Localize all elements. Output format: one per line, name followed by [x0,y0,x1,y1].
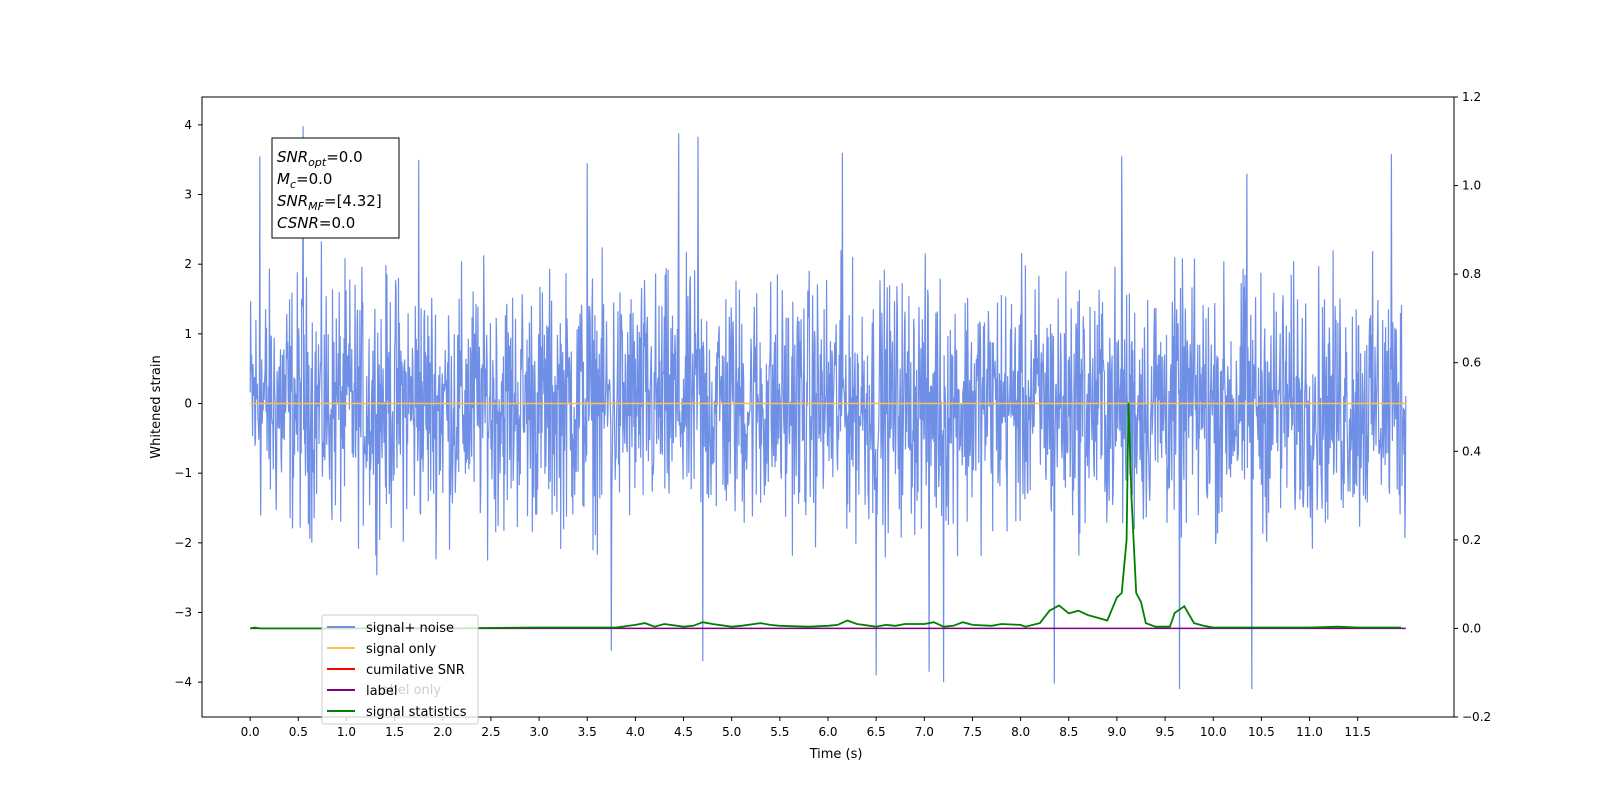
x-tick-label: 8.5 [1059,725,1078,739]
x-tick-label: 9.0 [1107,725,1126,739]
annotation-line: SNRopt=0.0 [277,148,363,169]
x-tick-label: 5.5 [770,725,789,739]
legend-frame [321,614,479,725]
y2-tick-label: −0.2 [1462,710,1491,724]
annotation-line: Mc=0.0 [277,170,332,191]
annotation-frame [271,137,400,239]
y-tick-label: 2 [184,257,192,271]
x-tick-label: 11.5 [1344,725,1371,739]
annotation-symbol: M [277,170,290,188]
x-tick-label: 3.0 [530,725,549,739]
legend-label: signal only [366,642,436,657]
y2-tick-label: 1.2 [1462,90,1481,104]
y-tick-label: 4 [184,118,192,132]
annotation-line: CSNR=0.0 [277,214,355,232]
y-axis-label: Whitened strain [149,355,164,458]
x-tick-label: 4.0 [626,725,645,739]
x-tick-label: 7.5 [963,725,982,739]
y-tick-label: 1 [184,327,192,341]
axis-ticks: 0.0 0.5 1.0 1.5 2.0 2.5 3.0 3.5 4.0 4.5 5.0 5.5 6.0 6… [174,90,1491,739]
legend-label: cumilative SNR [366,663,465,678]
signal-noise-series [249,126,1407,690]
y-tick-label: −2 [174,536,192,550]
legend-label: signal statistics [366,705,467,720]
y-tick-label: −4 [174,675,192,689]
signal-noise-line [249,126,1407,690]
annotation-line: SNRMF=[4.32] [277,192,382,213]
y-tick-label: 0 [184,397,192,411]
x-tick-label: 10.5 [1248,725,1275,739]
annotation-symbol: SNR [277,148,308,166]
x-tick-label: 2.5 [481,725,500,739]
y-tick-label: −3 [174,606,192,620]
x-tick-label: 0.0 [241,725,260,739]
annotation-symbol: SNR [277,192,308,210]
y2-tick-label: 0.2 [1462,533,1481,547]
x-tick-label: 1.0 [337,725,356,739]
y2-tick-label: 0.6 [1462,356,1481,370]
legend: label only signal+ noise signal only cumila… [321,614,479,725]
annotation-value: =0.0 [296,170,332,188]
x-tick-label: 4.5 [674,725,693,739]
x-tick-label: 8.0 [1011,725,1030,739]
y2-tick-label: 0.4 [1462,444,1481,458]
annotation-subscript: MF [308,200,324,213]
y2-tick-label: 0.8 [1462,267,1481,281]
y-tick-label: −1 [174,466,192,480]
annotation-value: =[4.32] [324,192,382,210]
x-tick-label: 7.0 [915,725,934,739]
x-axis-label: Time (s) [809,747,863,762]
signal-statistics-line [250,402,1401,630]
annotation-value: =0.0 [319,214,355,232]
y2-tick-label: 0.0 [1462,621,1481,635]
x-tick-label: 1.5 [385,725,404,739]
x-tick-label: 5.0 [722,725,741,739]
x-tick-label: 9.5 [1156,725,1175,739]
legend-hidden-text: label only [378,683,441,698]
x-tick-label: 10.0 [1200,725,1227,739]
annotation-subscript: opt [308,156,327,169]
x-tick-label: 3.5 [578,725,597,739]
y2-tick-label: 1.0 [1462,179,1481,193]
annotation-symbol: CSNR [277,214,319,232]
legend-label: signal+ noise [366,621,454,636]
y-tick-label: 3 [184,188,192,202]
x-tick-label: 6.0 [818,725,837,739]
x-tick-label: 11.0 [1296,725,1323,739]
annotation-subscript: c [290,178,296,191]
legend-label: label [366,684,397,699]
x-tick-label: 2.0 [433,725,452,739]
x-tick-label: 6.5 [867,725,886,739]
x-tick-label: 0.5 [289,725,308,739]
annotation-value: =0.0 [326,148,362,166]
